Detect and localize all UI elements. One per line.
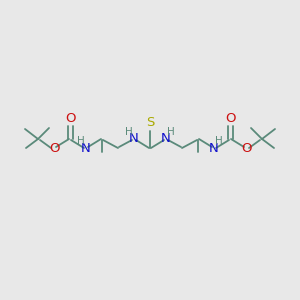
Text: S: S <box>146 116 154 130</box>
Text: H: H <box>167 127 175 137</box>
Text: H: H <box>125 127 133 137</box>
Text: N: N <box>81 142 91 154</box>
Text: H: H <box>77 136 85 146</box>
Text: N: N <box>161 133 171 146</box>
Text: O: O <box>49 142 59 154</box>
Text: O: O <box>241 142 251 154</box>
Text: O: O <box>225 112 235 125</box>
Text: O: O <box>65 112 75 125</box>
Text: N: N <box>209 142 219 154</box>
Text: N: N <box>129 133 139 146</box>
Text: H: H <box>215 136 223 146</box>
